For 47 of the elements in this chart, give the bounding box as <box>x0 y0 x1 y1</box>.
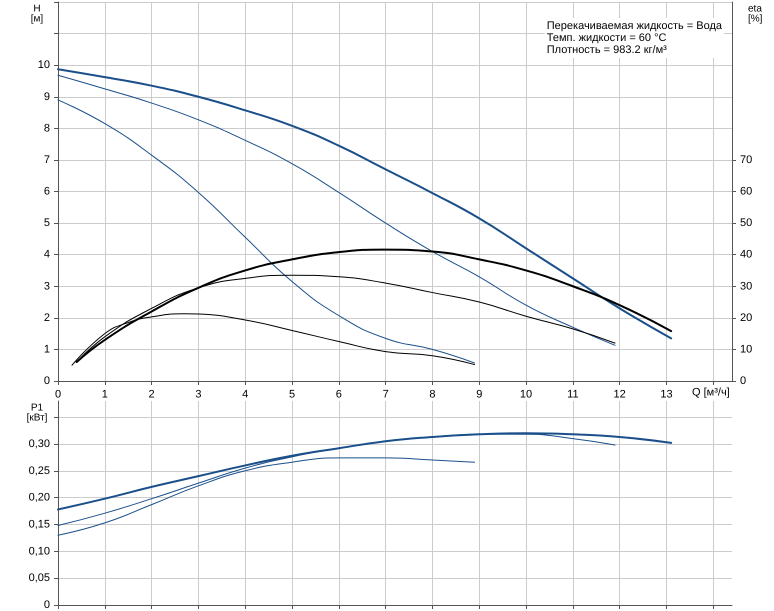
x-tick-label: 3 <box>195 388 202 400</box>
x-tick-label: 7 <box>382 388 389 400</box>
y-axis-title: H [м] <box>30 4 44 24</box>
annotation: Темп. жидкости = 60 °C <box>546 32 666 44</box>
y2-tick-label: 40 <box>740 248 752 261</box>
y2-tick-label: 10 <box>740 343 752 356</box>
y-tick-label: 6 <box>44 186 50 198</box>
y-tick-label: 0,05 <box>28 572 50 584</box>
y-tick-label: 0,15 <box>28 518 50 530</box>
y2-tick-label: 60 <box>740 186 752 198</box>
y-tick-label: 0,25 <box>28 464 50 477</box>
y-tick-label: 1 <box>44 343 50 356</box>
y-tick-label: 3 <box>44 280 50 292</box>
x-tick-label: 6 <box>336 388 342 400</box>
y-tick-label: 9 <box>44 90 50 103</box>
y2-axis-title: eta [%] <box>748 4 763 24</box>
x-tick-label: 9 <box>476 388 482 400</box>
y-tick-label: 5 <box>44 217 50 230</box>
y-tick-label: 2 <box>44 312 50 324</box>
x-tick-label: 10 <box>520 388 532 400</box>
y2-tick-label: 20 <box>740 312 752 324</box>
x-tick-label: 11 <box>567 388 579 400</box>
x-tick-label: 13 <box>660 388 673 400</box>
y2-tick-label: 0 <box>740 375 746 387</box>
y-axis-title: P1 [кВт] <box>26 402 48 424</box>
annotation: Плотность = 983.2 кг/м³ <box>546 44 668 56</box>
x-tick-label: 4 <box>242 388 248 400</box>
y-tick-label: 0 <box>44 375 50 387</box>
x-tick-label: 1 <box>102 388 108 400</box>
y2-tick-label: 30 <box>740 280 752 292</box>
y-tick-label: 8 <box>44 122 50 134</box>
y-tick-label: 0,20 <box>28 492 50 504</box>
y-tick-label: 0 <box>44 599 50 611</box>
y-tick-label: 4 <box>44 248 50 261</box>
y-tick-label: 0,10 <box>28 545 50 558</box>
y2-tick-label: 50 <box>740 217 752 230</box>
x-tick-label: 8 <box>429 388 436 400</box>
x-axis-title: Q [м³/ч] <box>692 386 730 398</box>
x-tick-label: 0 <box>54 388 62 400</box>
y-tick-label: 7 <box>44 154 50 166</box>
annotation: Перекачиваемая жидкость = Вода <box>546 20 723 32</box>
x-tick-label: 5 <box>288 388 296 400</box>
x-tick-label: 2 <box>148 388 155 400</box>
x-tick-label: 12 <box>614 388 626 400</box>
y-tick-label: 10 <box>38 59 50 72</box>
y2-tick-label: 70 <box>740 154 752 166</box>
y-tick-label: 0,30 <box>28 438 50 450</box>
